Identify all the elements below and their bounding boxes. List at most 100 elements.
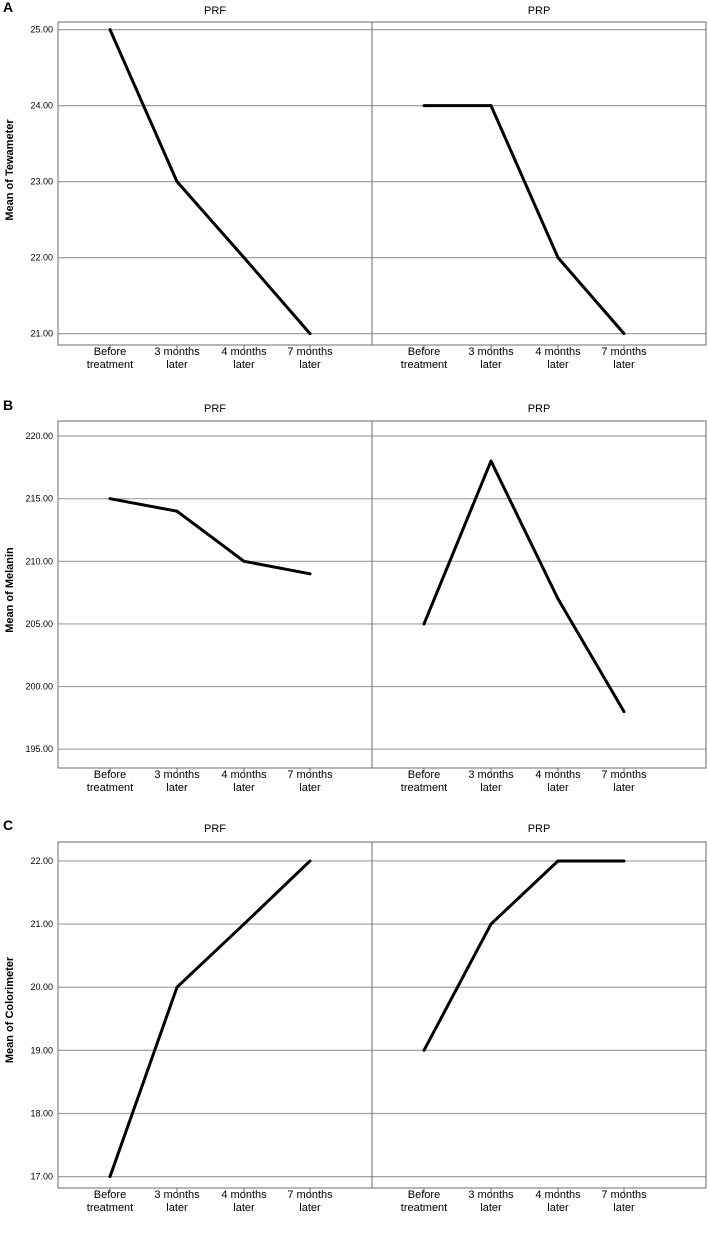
x-tick-label: 7 months xyxy=(287,769,333,781)
panel-letter: A xyxy=(3,0,13,15)
y-tick-label: 25.00 xyxy=(30,25,53,35)
series-line-prp xyxy=(424,104,626,335)
y-axis-label: Mean of Tewameter xyxy=(4,119,16,221)
x-tick-label: later xyxy=(299,1202,321,1214)
panel-letter: C xyxy=(3,817,13,833)
data-point xyxy=(108,497,112,501)
data-point xyxy=(556,597,560,601)
data-point xyxy=(175,509,179,513)
x-tick-label: later xyxy=(480,782,502,794)
x-tick-label: later xyxy=(166,359,188,371)
data-point xyxy=(489,104,493,108)
x-tick-label: treatment xyxy=(401,1202,447,1214)
data-point xyxy=(242,256,246,260)
x-tick-label: 7 months xyxy=(287,346,333,358)
data-point xyxy=(489,922,493,926)
x-tick-label: later xyxy=(480,1202,502,1214)
data-point xyxy=(422,104,426,108)
x-tick-label: later xyxy=(547,1202,569,1214)
x-tick-label: 3 months xyxy=(154,769,200,781)
x-tick-label: later xyxy=(299,782,321,794)
x-tick-label: 3 months xyxy=(154,1189,200,1201)
y-tick-label: 21.00 xyxy=(30,919,53,929)
y-tick-label: 24.00 xyxy=(30,101,53,111)
data-point xyxy=(242,922,246,926)
x-tick-label: 4 months xyxy=(535,346,581,358)
panel-a: A Mean of Tewameter 21.00 22.00 23.00 24.00 25… xyxy=(3,0,707,371)
y-tick-label: 20.00 xyxy=(30,982,53,992)
panel-c: C Mean of Colorimeter 17.00 18.00 19.00 20.00… xyxy=(3,817,707,1214)
series-line-prf xyxy=(109,497,311,576)
x-tick-label: treatment xyxy=(401,782,447,794)
panel-b: B Mean of Melanin 195.00 200.00 205.00 210.00… xyxy=(3,397,707,794)
x-tick-label: 4 months xyxy=(535,1189,581,1201)
data-point xyxy=(308,332,312,336)
x-tick-label: Before xyxy=(408,1189,440,1201)
y-tick-label: 23.00 xyxy=(30,177,53,187)
y-tick-label: 200.00 xyxy=(25,682,53,692)
x-tick-label: 3 months xyxy=(468,769,514,781)
facet-title: PRF xyxy=(204,403,226,415)
data-point xyxy=(242,559,246,563)
x-tick-label: 7 months xyxy=(601,346,647,358)
x-tick-label: later xyxy=(233,359,255,371)
x-tick-label: later xyxy=(233,782,255,794)
y-axis-label: Mean of Colorimeter xyxy=(4,956,16,1063)
facet-title: PRP xyxy=(528,403,551,415)
y-tick-label: 21.00 xyxy=(30,329,53,339)
series-line-prf xyxy=(108,859,312,1178)
x-tick-label: later xyxy=(613,1202,635,1214)
x-tick-label: later xyxy=(166,782,188,794)
x-tick-label: later xyxy=(613,359,635,371)
y-tick-label: 195.00 xyxy=(25,744,53,754)
x-tick-label: 4 months xyxy=(221,769,267,781)
facet-frame xyxy=(371,841,707,1189)
facet-frame xyxy=(57,841,373,1189)
y-tick-label: 220.00 xyxy=(25,431,53,441)
x-tick-label: treatment xyxy=(87,1202,133,1214)
x-tick-label: later xyxy=(547,359,569,371)
panel-letter: B xyxy=(3,397,13,413)
facet-frame xyxy=(371,21,707,346)
data-point xyxy=(308,859,312,863)
x-tick-label: 7 months xyxy=(601,769,647,781)
data-point xyxy=(622,710,626,714)
x-tick-label: 4 months xyxy=(221,346,267,358)
y-tick-label: 215.00 xyxy=(25,494,53,504)
x-tick-label: treatment xyxy=(87,782,133,794)
x-tick-label: later xyxy=(166,1202,188,1214)
data-point xyxy=(622,859,626,863)
x-tick-label: Before xyxy=(408,346,440,358)
x-tick-label: treatment xyxy=(401,359,447,371)
x-tick-label: Before xyxy=(408,769,440,781)
data-point xyxy=(175,180,179,184)
facet-frame xyxy=(57,21,373,346)
data-point xyxy=(308,572,312,576)
data-point xyxy=(622,332,626,336)
x-tick-label: 7 months xyxy=(287,1189,333,1201)
x-tick-label: later xyxy=(480,359,502,371)
x-tick-label: Before xyxy=(94,346,126,358)
data-point xyxy=(422,1048,426,1052)
series-line-prp xyxy=(422,859,624,1052)
x-tick-label: Before xyxy=(94,1189,126,1201)
data-point xyxy=(108,28,112,32)
facet-frame xyxy=(57,420,373,769)
data-point xyxy=(422,622,426,626)
y-tick-label: 18.00 xyxy=(30,1108,53,1118)
data-point xyxy=(175,985,179,989)
x-tick-label: later xyxy=(233,1202,255,1214)
x-tick-label: Before xyxy=(94,769,126,781)
y-tick-label: 205.00 xyxy=(25,619,53,629)
facet-title: PRF xyxy=(204,5,226,17)
y-axis-label: Mean of Melanin xyxy=(4,547,16,633)
x-tick-label: 7 months xyxy=(601,1189,647,1201)
x-tick-label: 3 months xyxy=(154,346,200,358)
